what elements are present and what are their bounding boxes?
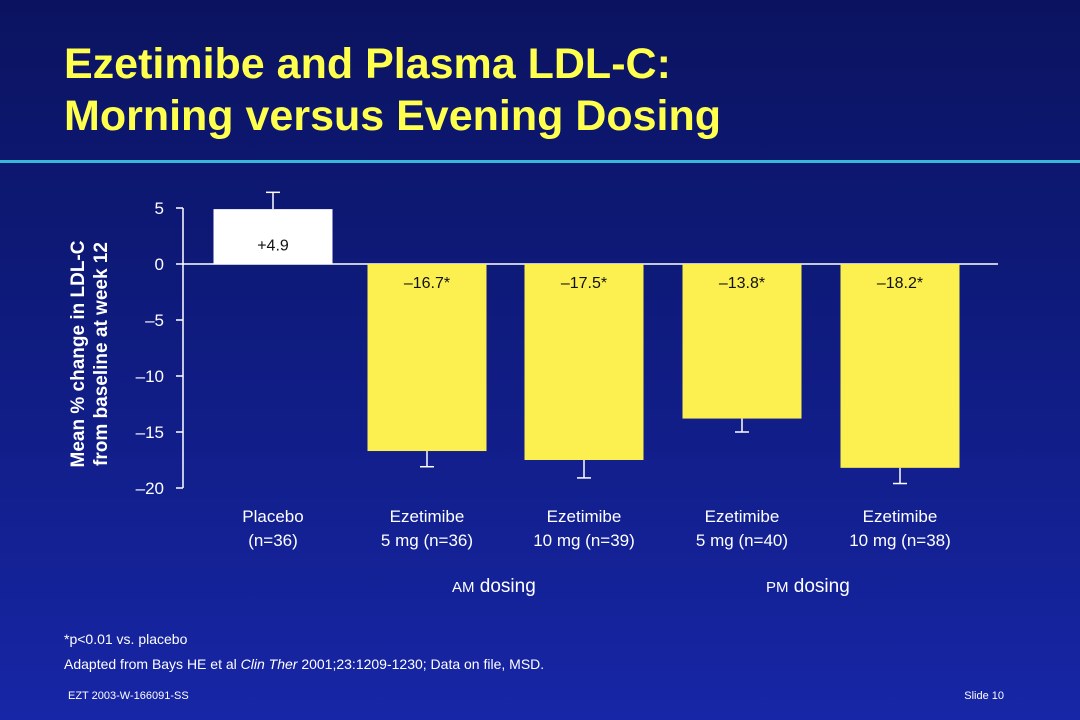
y-axis-label-line-2: from baseline at week 12 [91, 242, 112, 466]
y-tick-label: 5 [155, 199, 164, 218]
chart-bars: +4.9 –16.7* –17.5* –13.8* –18.2* [213, 191, 960, 485]
category-label: Ezetimibe [705, 507, 780, 526]
y-tick-label: –15 [136, 423, 164, 442]
title-line-2: Morning versus Evening Dosing [64, 92, 722, 140]
category-label: 5 mg (n=36) [381, 531, 473, 550]
category-label: Placebo [242, 507, 303, 526]
category-label: 10 mg (n=39) [533, 531, 635, 550]
bar [524, 264, 644, 460]
y-tick-label: –20 [136, 479, 164, 498]
footnote: *p<0.01 vs. placebo [64, 631, 188, 647]
am-dosing-label: AM dosing [452, 576, 536, 597]
data-label: +4.9 [257, 238, 289, 255]
document-code: EZT 2003-W-166091-SS [68, 690, 189, 702]
category-label: Ezetimibe [390, 507, 465, 526]
bar [367, 264, 487, 452]
bar [840, 264, 960, 468]
category-label: (n=36) [248, 531, 298, 550]
category-label: Ezetimibe [547, 507, 622, 526]
data-label: –13.8* [719, 275, 765, 292]
journal-name: Clin Ther [240, 656, 298, 672]
pm-dosing-label: PM dosing [766, 576, 850, 597]
source-citation: Adapted from Bays HE et al Clin Ther 200… [64, 656, 545, 672]
bar [682, 264, 802, 419]
slide-number: Slide 10 [964, 690, 1004, 702]
data-label: –17.5* [561, 275, 607, 292]
category-label: Ezetimibe [863, 507, 938, 526]
category-label: 10 mg (n=38) [849, 531, 951, 550]
category-label: 5 mg (n=40) [696, 531, 788, 550]
x-axis-labels: Placebo (n=36) Ezetimibe 5 mg (n=36) Ezetimi… [242, 507, 951, 550]
y-tick-label: 0 [155, 255, 164, 274]
y-axis-label-line-1: Mean % change in LDL-C [68, 240, 89, 467]
title-divider [0, 160, 1080, 163]
slide-title: Ezetimibe and Plasma LDL-C: Morning vers… [64, 38, 721, 142]
y-axis-label: Mean % change in LDL-C from baseline at … [68, 240, 112, 467]
data-label: –16.7* [404, 275, 450, 292]
title-line-1: Ezetimibe and Plasma LDL-C: [64, 40, 671, 88]
y-tick-label: –5 [145, 311, 164, 330]
y-tick-label: –10 [136, 367, 164, 386]
data-label: –18.2* [877, 275, 923, 292]
bar [213, 209, 333, 264]
